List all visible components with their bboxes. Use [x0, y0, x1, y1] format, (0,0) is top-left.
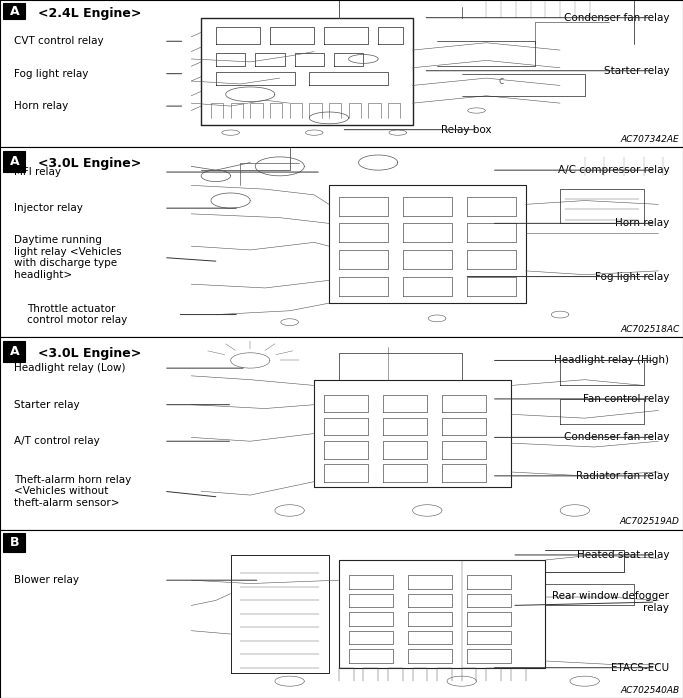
- Text: MFI relay: MFI relay: [14, 167, 61, 177]
- Text: Radiator fan relay: Radiator fan relay: [576, 471, 669, 481]
- Text: Relay box: Relay box: [441, 125, 492, 135]
- Text: B: B: [10, 536, 19, 549]
- Text: Theft-alarm horn relay
<Vehicles without
theft-alarm sensor>: Theft-alarm horn relay <Vehicles without…: [14, 475, 131, 508]
- Text: Fog light relay: Fog light relay: [14, 68, 88, 79]
- Text: Condenser fan relay: Condenser fan relay: [564, 432, 669, 443]
- Text: <2.4L Engine>: <2.4L Engine>: [38, 8, 141, 20]
- Bar: [3, 3, 25, 19]
- Bar: [3, 533, 25, 551]
- Text: <3.0L Engine>: <3.0L Engine>: [38, 157, 141, 170]
- Text: Blower relay: Blower relay: [14, 575, 79, 585]
- Bar: [3, 341, 25, 362]
- Text: AC702540AB: AC702540AB: [620, 685, 680, 695]
- Text: AC707342AE: AC707342AE: [621, 135, 680, 144]
- Text: ETACS-ECU: ETACS-ECU: [611, 662, 669, 673]
- Text: Heated seat relay: Heated seat relay: [577, 550, 669, 560]
- Text: Rear window defogger
relay: Rear window defogger relay: [553, 591, 669, 613]
- Text: Horn relay: Horn relay: [615, 218, 669, 228]
- Text: A: A: [10, 155, 19, 168]
- Text: Throttle actuator
control motor relay: Throttle actuator control motor relay: [27, 304, 128, 325]
- Text: A: A: [10, 5, 19, 17]
- Text: Horn relay: Horn relay: [14, 101, 68, 111]
- Text: Headlight relay (High): Headlight relay (High): [555, 355, 669, 366]
- Text: Injector relay: Injector relay: [14, 203, 83, 213]
- Text: Fog light relay: Fog light relay: [595, 272, 669, 281]
- Text: Daytime running
light relay <Vehicles
with discharge type
headlight>: Daytime running light relay <Vehicles wi…: [14, 235, 122, 280]
- Text: Condenser fan relay: Condenser fan relay: [564, 13, 669, 22]
- Text: <3.0L Engine>: <3.0L Engine>: [38, 347, 141, 360]
- Text: Fan control relay: Fan control relay: [583, 394, 669, 404]
- Text: A: A: [10, 346, 19, 358]
- Bar: [3, 151, 25, 172]
- Text: Starter relay: Starter relay: [604, 66, 669, 75]
- Text: c: c: [499, 76, 504, 86]
- Text: Headlight relay (Low): Headlight relay (Low): [14, 363, 125, 373]
- Text: A/C compressor relay: A/C compressor relay: [558, 165, 669, 175]
- Text: AC702518AC: AC702518AC: [620, 325, 680, 334]
- Text: A/T control relay: A/T control relay: [14, 436, 100, 446]
- Text: Starter relay: Starter relay: [14, 400, 79, 410]
- Text: AC702519AD: AC702519AD: [619, 517, 680, 526]
- Text: CVT control relay: CVT control relay: [14, 36, 103, 46]
